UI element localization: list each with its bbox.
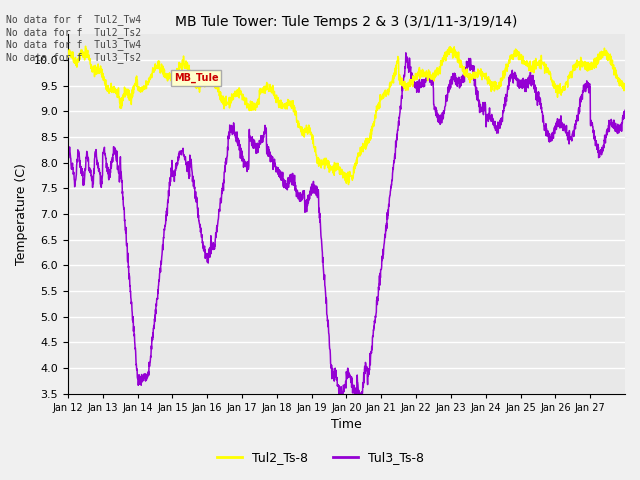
Tul3_Ts-8 bbox=[380, 241, 388, 247]
Title: MB Tule Tower: Tule Temps 2 & 3 (3/1/11-3/19/14): MB Tule Tower: Tule Temps 2 & 3 (3/1/11-… bbox=[175, 15, 518, 29]
Text: No data for f  Tul2_Tw4
No data for f  Tul2_Ts2
No data for f  Tul3_Tw4
No data : No data for f Tul2_Tw4 No data for f Tul… bbox=[6, 14, 141, 63]
Tul3_Ts-8 bbox=[120, 204, 127, 209]
Tul2_Ts-8 bbox=[621, 84, 629, 89]
Tul2_Ts-8 bbox=[82, 43, 90, 49]
Tul2_Ts-8 bbox=[546, 71, 554, 76]
X-axis label: Time: Time bbox=[331, 419, 362, 432]
Tul3_Ts-8 bbox=[337, 391, 345, 396]
Tul3_Ts-8 bbox=[546, 134, 554, 140]
Tul3_Ts-8 bbox=[621, 108, 629, 113]
Text: MB_Tule: MB_Tule bbox=[173, 73, 218, 84]
Line: Tul2_Ts-8: Tul2_Ts-8 bbox=[68, 46, 625, 184]
Y-axis label: Temperature (C): Temperature (C) bbox=[15, 163, 28, 265]
Tul3_Ts-8 bbox=[240, 159, 248, 165]
Tul2_Ts-8 bbox=[345, 181, 353, 187]
Tul2_Ts-8 bbox=[240, 96, 248, 102]
Tul2_Ts-8 bbox=[380, 89, 388, 95]
Tul3_Ts-8 bbox=[64, 159, 72, 165]
Tul3_Ts-8 bbox=[402, 50, 410, 56]
Tul2_Ts-8 bbox=[120, 91, 127, 97]
Tul3_Ts-8 bbox=[614, 131, 621, 136]
Tul2_Ts-8 bbox=[64, 53, 72, 59]
Tul3_Ts-8 bbox=[515, 80, 522, 86]
Legend: Tul2_Ts-8, Tul3_Ts-8: Tul2_Ts-8, Tul3_Ts-8 bbox=[211, 446, 429, 469]
Tul2_Ts-8 bbox=[515, 57, 522, 62]
Tul2_Ts-8 bbox=[614, 76, 621, 82]
Line: Tul3_Ts-8: Tul3_Ts-8 bbox=[68, 53, 625, 394]
